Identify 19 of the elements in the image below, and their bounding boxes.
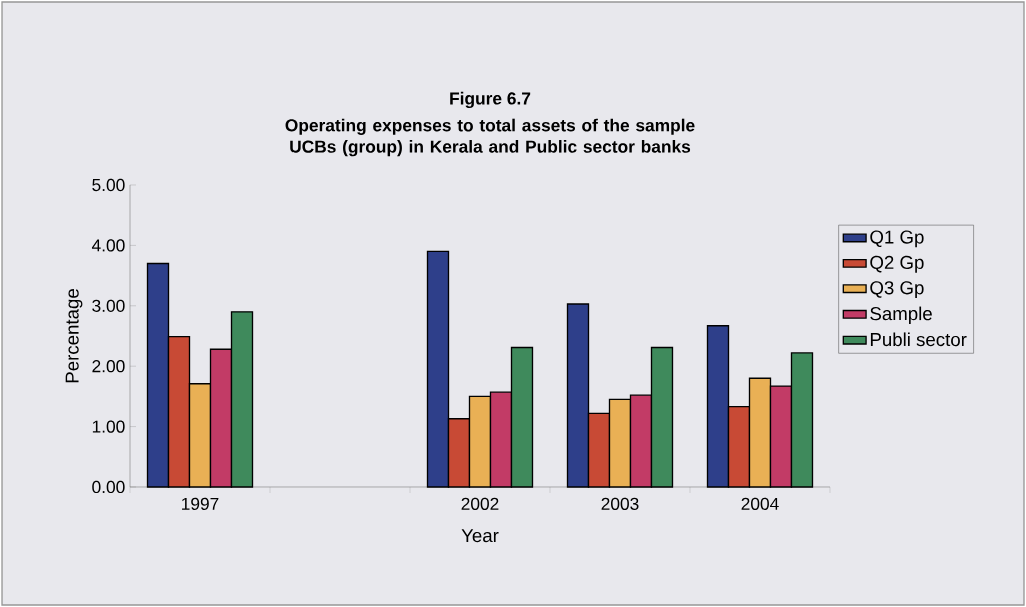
y-axis-title: Percentage: [65, 289, 83, 383]
legend-label: Sample: [870, 306, 932, 324]
legend-label: Q1 Gp: [870, 230, 924, 248]
chart-title: Figure 6.7: [450, 91, 531, 109]
x-tick-label: 2003: [601, 497, 639, 510]
x-tick-label: 2004: [741, 497, 779, 510]
legend-label: Publi sector: [870, 332, 967, 347]
y-tick-label: 0.00: [92, 480, 125, 494]
legend-label: Q2 Gp: [870, 255, 924, 273]
x-tick-label: 2002: [461, 497, 499, 510]
y-tick-label: 2.00: [92, 360, 125, 373]
y-tick-label: 4.00: [91, 239, 125, 252]
x-axis-title: Year: [461, 529, 499, 543]
x-tick-label: 1997: [182, 497, 219, 510]
chart-subtitle: Operating expenses to total assets of the sample UCBs (group) in Kerala and Public sector banks: [285, 118, 695, 157]
y-tick-label: 3.00: [92, 299, 125, 312]
y-tick-label: 1.00: [92, 420, 125, 433]
legend-label: Q3 Gp: [870, 281, 924, 299]
y-tick-label: 5.00: [92, 178, 125, 192]
